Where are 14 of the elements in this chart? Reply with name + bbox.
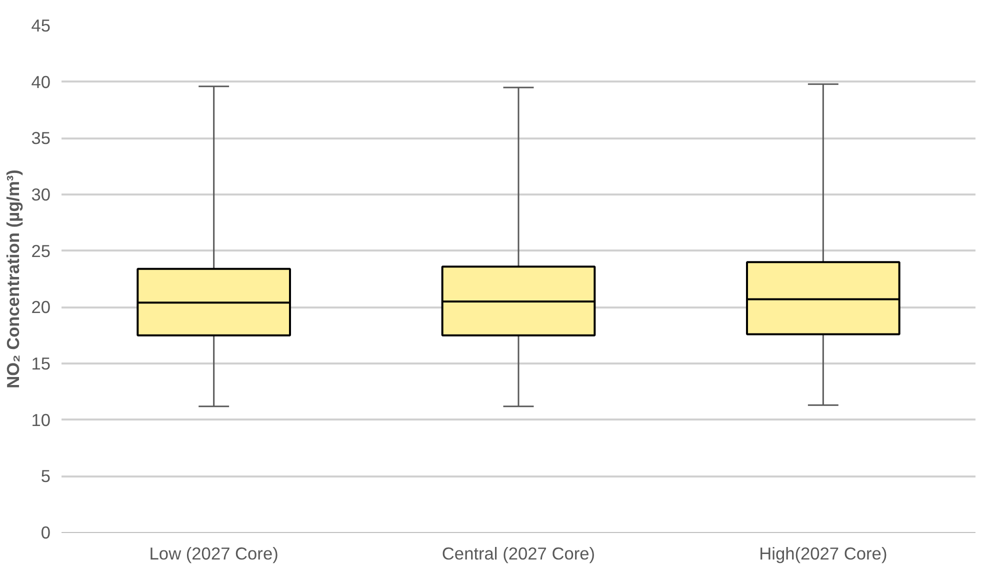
y-tick-label: 15: [31, 354, 51, 374]
y-tick-label: 25: [31, 240, 51, 261]
y-axis-title: NO₂ Concentration (µg/m³): [3, 170, 24, 388]
y-tick-label: 30: [31, 184, 51, 204]
y-tick-label: 45: [31, 16, 51, 36]
x-tick-label: Low (2027 Core): [149, 544, 278, 564]
y-tick-label: 20: [31, 297, 51, 318]
y-tick-label: 35: [31, 128, 51, 148]
x-tick-label: Central (2027 Core): [442, 544, 596, 564]
y-tick-label: 5: [40, 466, 51, 486]
y-tick-label: 10: [31, 410, 51, 430]
x-tick-label: High(2027 Core): [759, 544, 888, 564]
y-tick-label: 40: [31, 72, 51, 92]
y-tick-label: 0: [40, 522, 51, 542]
